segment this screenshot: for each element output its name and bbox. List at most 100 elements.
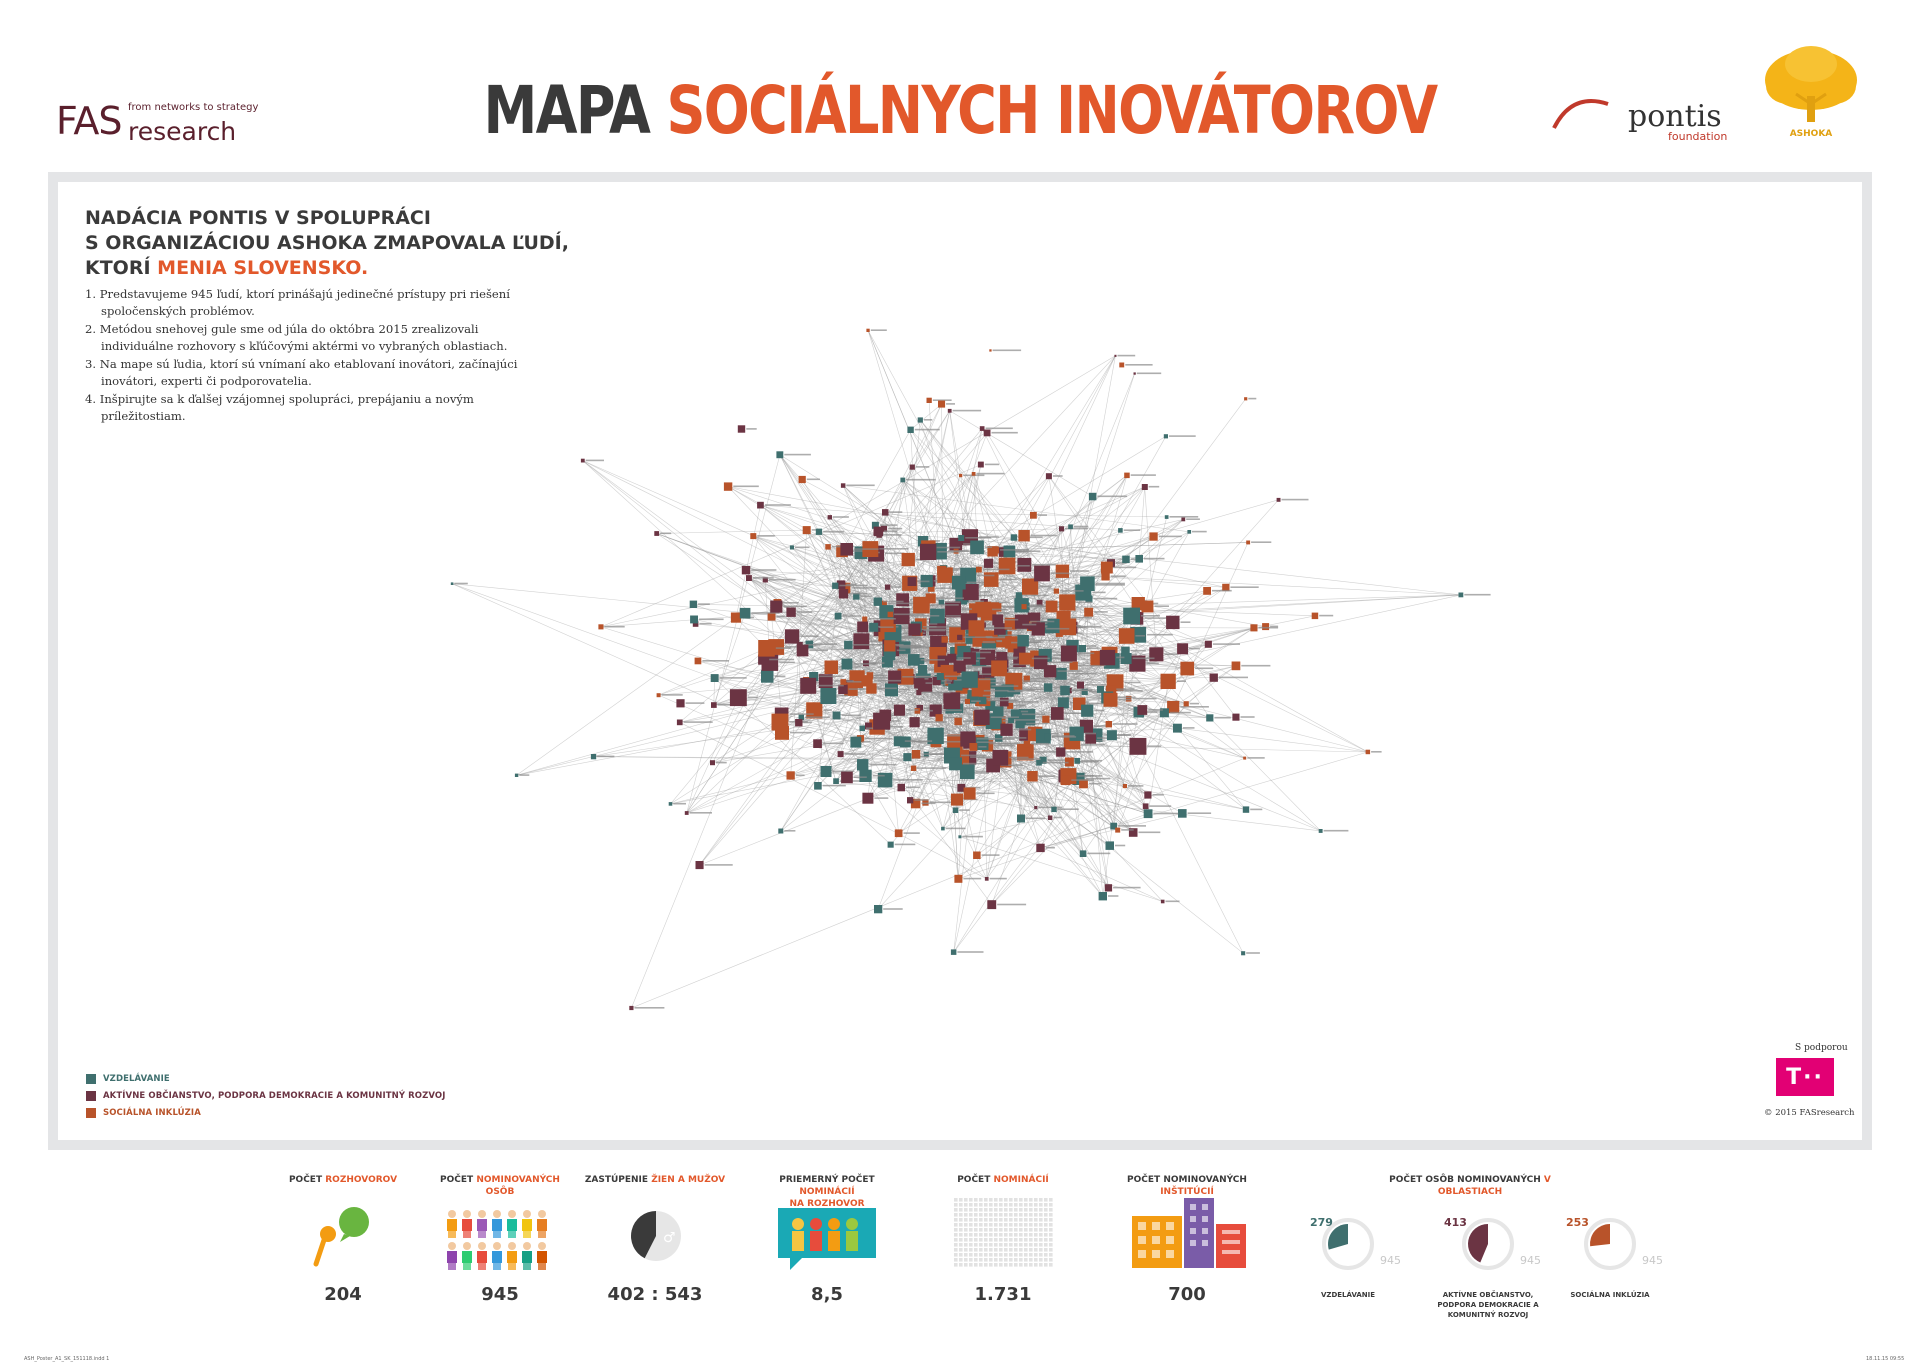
network-node-label-mark [947, 569, 959, 571]
grid-cell [969, 1248, 973, 1252]
network-node [840, 679, 847, 685]
network-node-label-mark [963, 762, 991, 765]
network-node-label-mark [1077, 652, 1095, 655]
network-node-label-mark [1043, 601, 1073, 604]
network-node-label-mark [832, 770, 855, 773]
grid-cell [1049, 1253, 1053, 1257]
network-node-label-mark [1029, 639, 1060, 642]
grid-cell [979, 1228, 983, 1232]
network-node [1004, 617, 1017, 630]
network-node [590, 754, 597, 760]
network-edge [1061, 528, 1146, 807]
network-node-label-mark [1060, 590, 1084, 592]
grid-cell [1004, 1248, 1008, 1252]
grid-cell [969, 1208, 973, 1212]
network-edge [748, 577, 1055, 810]
grid-cell [999, 1213, 1003, 1217]
network-node-label-mark [848, 550, 863, 552]
network-node [1246, 540, 1251, 545]
network-node-label-mark [975, 770, 993, 773]
grid-cell [979, 1238, 983, 1242]
network-node-label-mark [747, 696, 758, 699]
ashoka-tree-logo: ASHOKA [1765, 46, 1857, 139]
grid-cell [1044, 1213, 1048, 1217]
donut-track [1322, 1218, 1374, 1270]
network-node [1010, 534, 1018, 541]
network-node [1222, 583, 1230, 592]
network-edge [920, 419, 1043, 574]
network-edge [699, 763, 956, 866]
grid-cell [1049, 1238, 1053, 1242]
network-edge [920, 419, 1069, 628]
network-edge [1048, 476, 1237, 718]
donut-caption-civic: AKTÍVNE OBČIANSTVO, PODPORA DEMOKRACIE A… [1437, 1291, 1539, 1319]
grid-cell [1004, 1263, 1008, 1267]
network-node-label-mark [809, 649, 828, 652]
network-node-label-mark [774, 675, 786, 678]
network-edge [991, 677, 1214, 905]
network-edge [959, 836, 1163, 902]
network-node-label-mark [1029, 604, 1042, 606]
stat-value-gender: 402 : 543 [607, 1284, 703, 1305]
network-node-label-mark [1008, 667, 1033, 669]
person-legs [493, 1263, 501, 1270]
network-edge [961, 537, 1461, 596]
grid-cell [1044, 1203, 1048, 1207]
network-node-label-mark [965, 537, 992, 539]
network-node-label-mark [942, 709, 962, 712]
network-node [938, 400, 946, 408]
network-node-label-mark [997, 611, 1010, 614]
network-node [1242, 806, 1250, 813]
person-legs [448, 1263, 456, 1270]
network-node [814, 782, 822, 790]
grid-cell [1034, 1213, 1038, 1217]
grid-cell [989, 1213, 993, 1217]
intro-point: 1. Predstavujeme 945 ľudí, ktorí prináša… [85, 287, 510, 318]
network-edge [841, 551, 888, 663]
network-node-label-mark [846, 484, 875, 487]
network-node-label-mark [982, 641, 996, 643]
network-edge [914, 626, 917, 723]
network-node [837, 751, 844, 758]
grid-cell [999, 1243, 1003, 1247]
network-node-label-mark [868, 618, 896, 620]
network-edge [1009, 660, 1112, 707]
network-node-label-mark [870, 329, 887, 331]
network-node-label-mark [1065, 527, 1088, 530]
grid-cell [1044, 1248, 1048, 1252]
network-node [855, 680, 863, 689]
stat-label-highlight: INŠTITÚCIÍ [1160, 1187, 1214, 1197]
network-node-label-mark [1023, 594, 1049, 597]
grid-cell [1049, 1233, 1053, 1237]
donut-wedge [1467, 1224, 1488, 1263]
network-node-label-mark [769, 658, 795, 661]
fas-logo-tagline: from networks to strategy [128, 102, 259, 113]
network-node [976, 566, 982, 573]
network-node-label-mark [1079, 645, 1097, 647]
grid-cell [969, 1203, 973, 1207]
person-legs [478, 1231, 486, 1238]
grid-cell [1009, 1228, 1013, 1232]
network-node [935, 714, 943, 722]
network-node-label-mark [1015, 719, 1039, 721]
grid-cell [1014, 1238, 1018, 1242]
network-node-label-mark [1135, 635, 1145, 637]
grid-cell [1019, 1248, 1023, 1252]
grid-cell [1019, 1263, 1023, 1267]
donut-total-inclusion: 945 [1642, 1254, 1663, 1267]
network-node [786, 771, 795, 780]
network-node-label-mark [976, 741, 996, 743]
grid-cell [1014, 1218, 1018, 1222]
grid-cell [964, 1218, 968, 1222]
grid-cell [984, 1218, 988, 1222]
network-node-label-mark [935, 587, 954, 589]
network-node-label-mark [923, 629, 946, 632]
grid-cell [954, 1203, 958, 1207]
network-node [1098, 892, 1107, 901]
network-node-label-mark [837, 694, 848, 697]
network-node [964, 698, 970, 704]
grid-cell [1009, 1243, 1013, 1247]
network-node [917, 417, 923, 423]
network-node-label-mark [914, 799, 929, 801]
network-node [692, 621, 699, 627]
